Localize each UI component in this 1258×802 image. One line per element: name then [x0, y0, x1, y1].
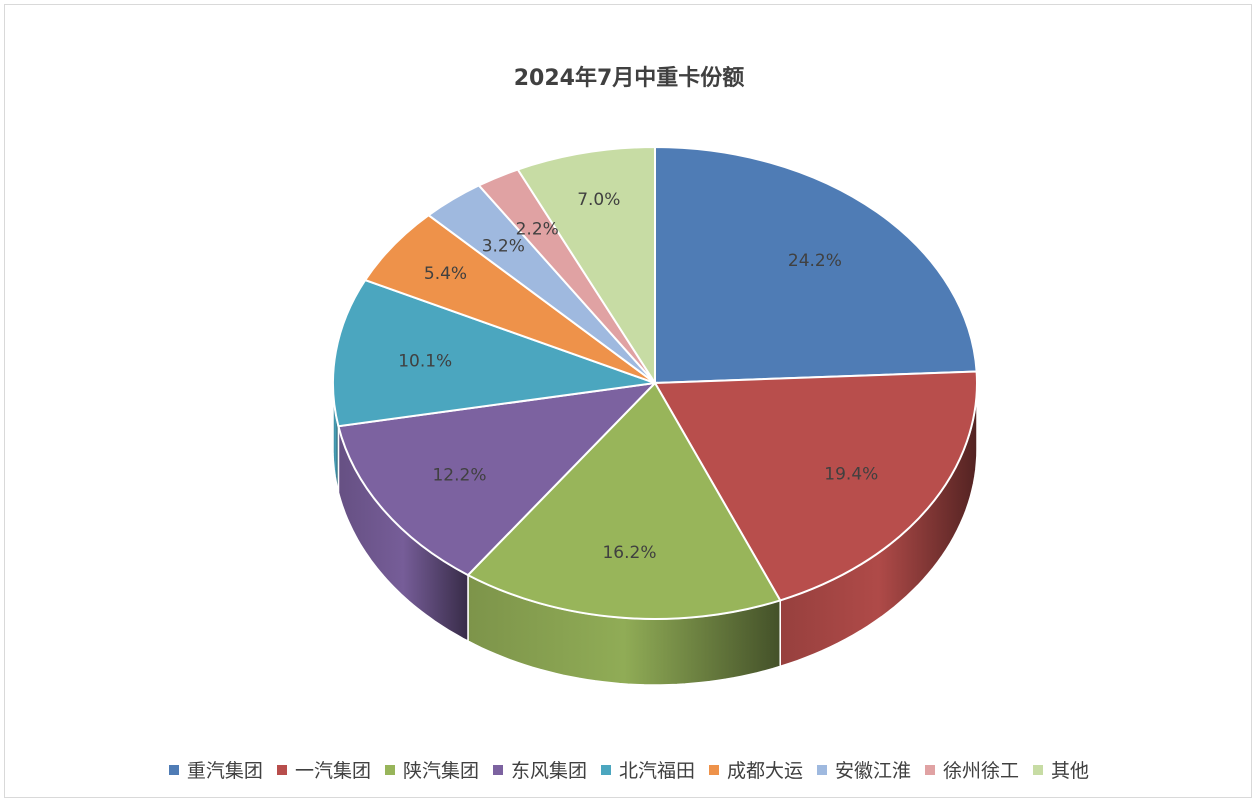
- legend-label-2: 陕汽集团: [402, 760, 479, 782]
- pie-slice-1: [653, 370, 978, 602]
- legend-label-3: 东风集团: [510, 760, 587, 782]
- chart-title: 2024年7月中重卡份额: [513, 66, 745, 91]
- data-label-4: 10.1%: [398, 351, 452, 371]
- data-label-0: 24.2%: [788, 251, 842, 271]
- legend-label-8: 其他: [1051, 760, 1090, 782]
- legend-item-2: 陕汽集团: [384, 756, 479, 783]
- pie-slice-4: [331, 278, 656, 428]
- data-label-2: 16.2%: [602, 543, 656, 563]
- legend-label-4: 北汽福田: [618, 760, 695, 782]
- legend-swatch-6: [817, 764, 828, 775]
- legend-label-5: 成都大运: [727, 760, 804, 782]
- legend-swatch-0: [168, 764, 179, 775]
- legend-item-5: 成都大运: [709, 756, 803, 783]
- legend-swatch-8: [1033, 764, 1044, 775]
- legend-item-0: 重汽集团: [168, 756, 263, 783]
- legend-label-0: 重汽集团: [186, 760, 263, 782]
- legend-label-1: 一汽集团: [294, 760, 371, 782]
- legend-item-4: 北汽福田: [600, 756, 695, 783]
- legend-swatch-2: [384, 764, 395, 775]
- legend-swatch-7: [925, 764, 936, 775]
- pie-slice-0: [654, 145, 978, 385]
- data-label-7: 2.2%: [516, 220, 559, 240]
- legend-swatch-5: [709, 764, 719, 775]
- pie-slice-8: [516, 145, 656, 387]
- legend-item-8: 其他: [1033, 756, 1089, 783]
- data-label-5: 5.4%: [424, 264, 467, 284]
- legend-item-1: 一汽集团: [276, 756, 371, 783]
- legend-item-3: 东风集团: [492, 756, 587, 783]
- legend-swatch-3: [492, 764, 503, 775]
- data-label-8: 7.0%: [577, 190, 620, 210]
- legend-item-7: 徐州徐工: [925, 756, 1019, 783]
- legend-item-6: 安徽江淮: [817, 756, 911, 783]
- chart-legend: 重汽集团 一汽集团 陕汽集团 东风集团 北汽福田 成都大运 安徽江淮 徐州徐工 其他: [0, 756, 1258, 783]
- legend-swatch-1: [276, 764, 287, 775]
- legend-label-6: 安徽江淮: [835, 760, 912, 782]
- pie-slice-3: [337, 381, 658, 577]
- pie-slice-2: [466, 381, 782, 620]
- data-label-6: 3.2%: [482, 236, 525, 256]
- legend-swatch-4: [600, 764, 611, 775]
- data-label-3: 12.2%: [432, 465, 486, 485]
- data-label-1: 19.4%: [824, 465, 878, 485]
- legend-label-7: 徐州徐工: [943, 760, 1020, 782]
